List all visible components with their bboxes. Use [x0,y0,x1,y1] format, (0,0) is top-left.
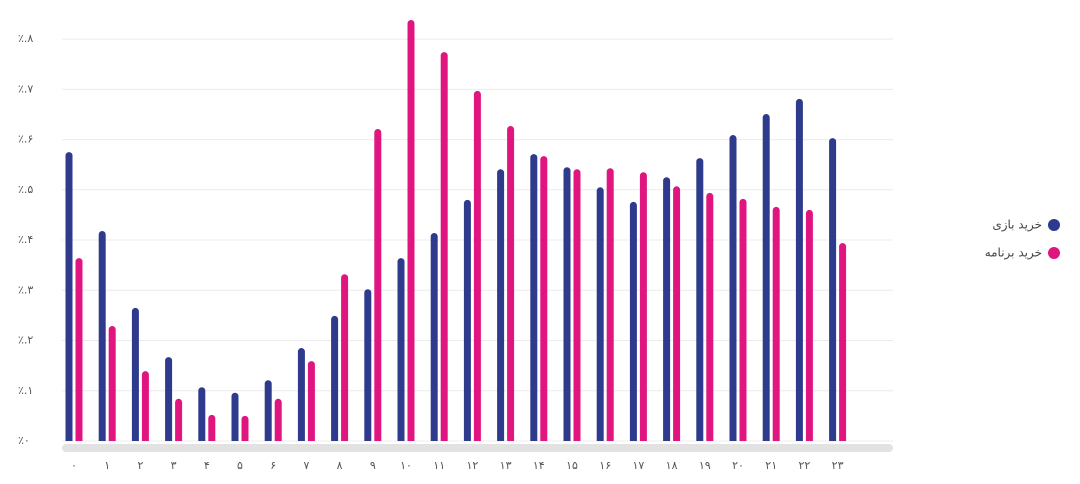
bar [762,113,770,441]
x-tick-label: ۶ [270,459,276,472]
bar [165,357,173,441]
bar [208,414,216,441]
bar [198,387,206,441]
bar [374,129,382,441]
x-tick-label: ۱۳ [500,459,512,472]
x-tick-label: ۷ [303,459,309,472]
x-tick-label: ۲۳ [832,459,844,472]
bar [231,392,239,441]
bar [629,201,637,441]
bar [596,187,604,441]
x-tick-label: ۲ [137,459,143,472]
bar [297,348,305,441]
bar [241,415,249,441]
bar [663,177,671,442]
y-tick-label: ٪.۷ [18,82,33,95]
y-tick-label: ٪.۱ [18,384,33,397]
bar [772,206,780,441]
y-tick-label: ٪.۶ [18,133,33,146]
x-tick-label: ۱۱ [433,459,445,472]
bar [75,258,83,441]
bar [141,371,149,441]
bar [264,380,272,441]
x-tick-label: ۲۱ [765,459,777,472]
x-tick-label: ۱ [104,459,110,472]
bar [274,398,282,441]
bar [131,307,139,441]
bar [307,361,315,441]
x-tick-label: ۱۴ [533,459,545,472]
bar [805,209,813,441]
bar [795,98,803,442]
bar [175,398,183,441]
x-tick-label: ۱۵ [566,459,578,472]
bar [729,135,737,442]
legend-marker [1048,247,1060,259]
x-tick-label: ۸ [337,459,343,472]
x-tick-label: ۵ [237,459,243,472]
x-tick-label: ۲۲ [798,459,810,472]
bar [108,325,116,441]
x-tick-label: ۲۰ [732,459,744,472]
x-tick-label: ۰ [71,459,77,472]
bar [540,156,548,441]
bar [530,154,538,441]
bar [473,90,481,441]
legend-label: خرید بازی [992,218,1042,233]
x-tick-label: ۱۲ [466,459,478,472]
legend-label: خرید برنامه [985,246,1042,261]
bar [430,233,438,441]
x-tick-label: ۱۹ [699,459,711,472]
baseline-bar [62,444,893,452]
bar [706,192,714,441]
bar [739,198,747,441]
y-tick-label: ٪.۸ [18,32,33,45]
bar [497,169,505,441]
bar [397,258,405,441]
y-tick-label: ٪.۴ [18,233,33,246]
x-tick-label: ۱۸ [666,459,678,472]
bar [573,169,581,441]
x-tick-label: ۳ [171,459,177,472]
x-tick-label: ۱۷ [632,459,644,472]
y-tick-label: ٪۰ [18,434,30,447]
x-tick-label: ۱۶ [599,459,611,472]
bar [364,289,372,441]
bar [98,231,106,441]
bar [341,274,349,441]
bar [606,168,614,441]
x-tick-label: ۱۰ [400,459,412,472]
bar [331,315,339,441]
y-tick-label: ٪.۳ [18,283,33,296]
bar [639,172,647,441]
bar [829,138,837,441]
legend-marker [1048,219,1060,231]
bar [65,152,73,441]
bar [440,52,448,442]
y-tick-label: ٪.۵ [18,183,33,196]
bar [696,158,704,441]
bar [673,186,681,441]
bar [839,243,847,441]
bar [507,126,515,441]
bar [463,199,471,441]
bar [563,167,571,441]
x-tick-label: ۴ [204,459,210,472]
y-tick-label: ٪.۲ [18,334,33,347]
bar [407,20,415,442]
x-tick-label: ۹ [370,459,376,472]
